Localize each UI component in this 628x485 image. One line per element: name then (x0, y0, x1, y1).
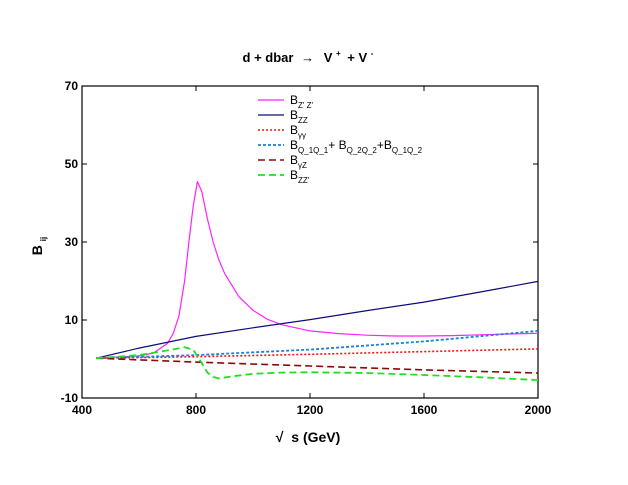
legend-text-part: B (290, 153, 298, 167)
series-line-qq (96, 330, 539, 360)
legend-text-part: B (290, 93, 298, 107)
legend-label-gz: BγZ (290, 153, 307, 170)
legend-label-qq: BQ_1Q_1+ BQ_2Q_2+BQ_1Q_2 (290, 138, 423, 155)
x-tick-label: 800 (186, 403, 206, 417)
title-arrow: → (301, 50, 314, 65)
legend-text-part: B (290, 108, 298, 122)
title-sup-b: - (371, 49, 374, 58)
x-axis-label-root: √ (276, 429, 284, 445)
legend-label-zz: BZZ (290, 108, 308, 125)
axis-ticks: 400 800 1200 1600 2000 -10 10 30 50 70 (61, 79, 552, 417)
legend-text-part: Q_1Q_1 (298, 146, 329, 155)
title-lhs: d + dbar (243, 50, 294, 65)
legend-text-part: ZZ' (298, 176, 310, 185)
legend-text-part: γZ (298, 161, 307, 170)
series-line-zpzp (96, 181, 539, 359)
x-tick-label: 2000 (525, 403, 552, 417)
title-rhs-a: V (324, 50, 333, 65)
x-axis-label: √ s (GeV) (276, 429, 341, 445)
legend-text-part: Q_1Q_2 (392, 146, 423, 155)
legend-text-part: B (290, 138, 298, 152)
title-plus: + V (347, 50, 367, 65)
y-tick-label: 50 (65, 157, 79, 171)
y-tick-label: -10 (61, 391, 79, 405)
x-tick-label: 1200 (297, 403, 324, 417)
legend-text-part: Z' Z' (298, 101, 314, 110)
y-axis-label-main: B (29, 245, 45, 255)
series-line-zz (96, 280, 539, 359)
series-line-gg (96, 348, 539, 359)
legend-label-gg: Bγγ (290, 123, 306, 140)
legend-text-part: γγ (298, 131, 306, 140)
legend-text-part: +B (377, 138, 392, 152)
x-tick-label: 1600 (411, 403, 438, 417)
legend-text-part: ZZ (298, 116, 308, 125)
y-tick-label: 10 (65, 313, 79, 327)
x-axis-label-rest: s (GeV) (291, 429, 340, 445)
series-layer (96, 181, 539, 381)
legend-label-zzp: BZZ' (290, 168, 310, 185)
series-line-zzp (96, 346, 539, 381)
y-axis-label-sub: ij (39, 237, 48, 241)
y-tick-label: 30 (65, 235, 79, 249)
legend-text-part: + B (328, 138, 346, 152)
chart-title: d + dbar → V + + V - (243, 44, 374, 65)
legend-label-zpzp: BZ' Z' (290, 93, 314, 110)
y-axis-label: B ij (29, 237, 48, 255)
x-tick-label: 400 (72, 403, 92, 417)
legend-text-part: B (290, 123, 298, 137)
y-tick-label: 70 (65, 79, 79, 93)
series-line-gz (96, 357, 539, 374)
legend-text-part: Q_2Q_2 (347, 146, 378, 155)
title-sup-a: + (336, 49, 341, 58)
legend-text-part: B (290, 168, 298, 182)
